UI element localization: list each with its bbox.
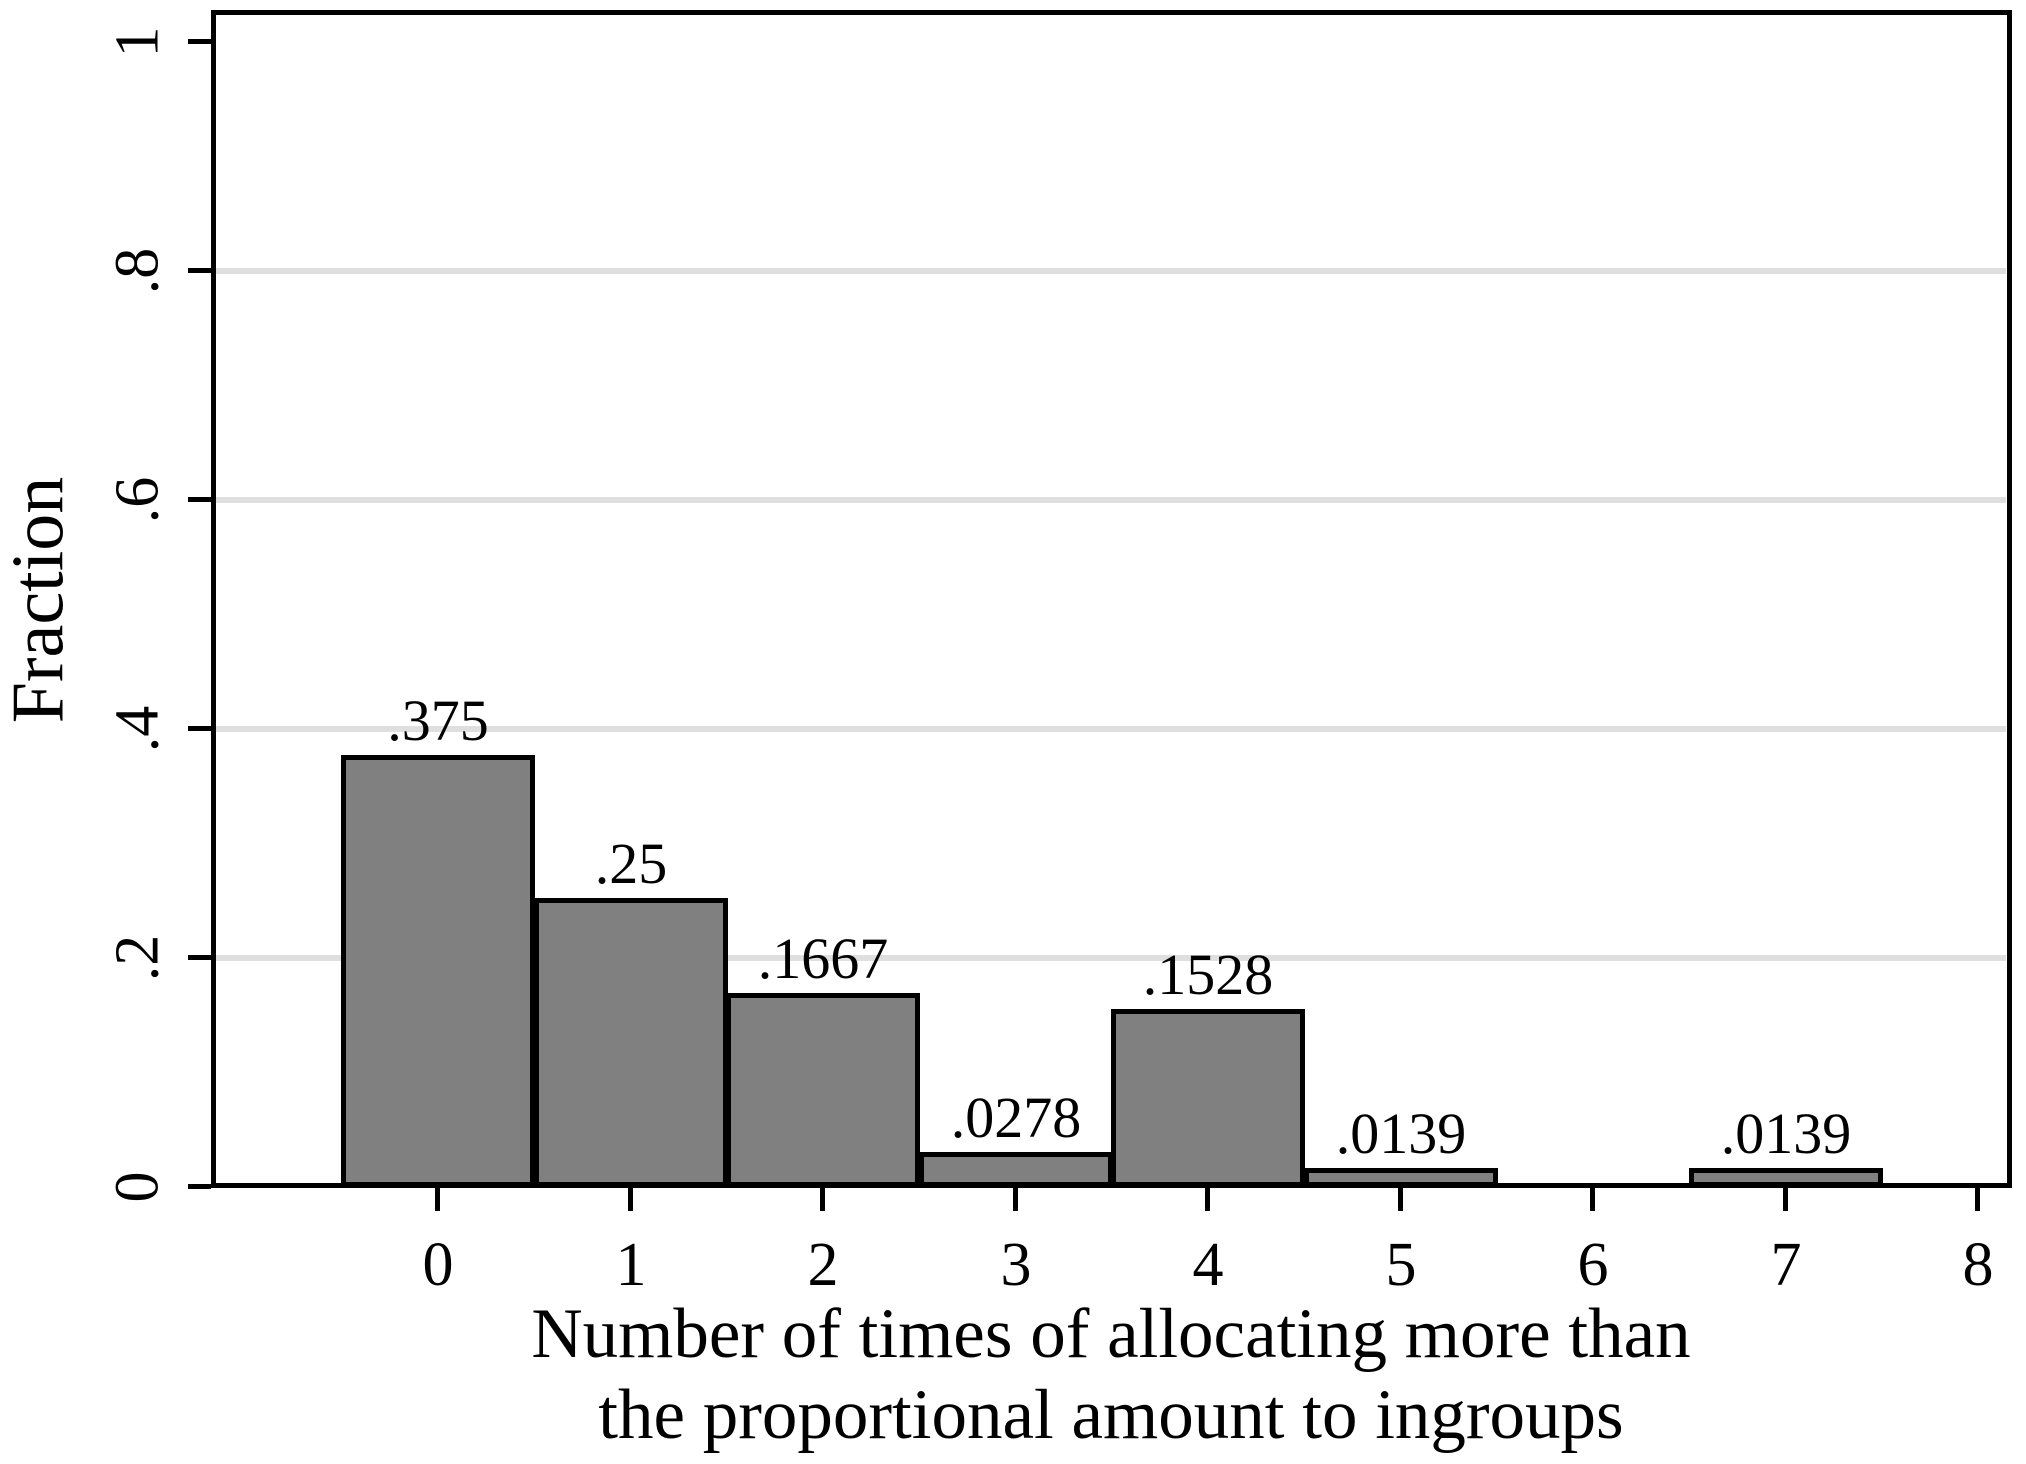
bar-value-label: .0139 <box>1335 1101 1467 1166</box>
bar-1 <box>534 898 728 1187</box>
bar-4 <box>1111 1009 1305 1187</box>
y-tick <box>188 1184 211 1189</box>
bar-value-label: .1528 <box>1142 942 1274 1007</box>
y-tick-label-text: .2 <box>103 934 171 982</box>
bar-3 <box>919 1152 1113 1187</box>
y-tick-label: .8 <box>57 191 217 351</box>
y-tick-label-text: .4 <box>103 705 171 753</box>
bar-value-label: .0278 <box>950 1085 1082 1150</box>
y-tick-label: 1 <box>57 0 217 122</box>
x-tick-label: 0 <box>422 1231 454 1299</box>
x-axis-title: Number of times of allocating more than … <box>311 1294 1911 1456</box>
y-tick-label-text: 0 <box>103 1171 171 1203</box>
x-tick-label: 4 <box>1192 1231 1224 1299</box>
y-tick-label: .6 <box>57 420 217 580</box>
x-tick <box>1975 1188 1980 1211</box>
x-tick <box>435 1188 440 1211</box>
x-tick <box>1783 1188 1788 1211</box>
x-tick <box>820 1188 825 1211</box>
x-tick-label: 2 <box>807 1231 839 1299</box>
x-tick-label: 1 <box>615 1231 647 1299</box>
gridline <box>216 268 2006 274</box>
bar-7 <box>1689 1168 1883 1187</box>
x-tick-label: 5 <box>1385 1231 1417 1299</box>
y-tick <box>188 726 211 731</box>
x-axis-title-line2: the proportional amount to ingroups <box>598 1376 1624 1454</box>
gridline <box>216 726 2006 732</box>
y-tick <box>188 955 211 960</box>
bar-0 <box>341 755 535 1187</box>
gridline <box>216 497 2006 503</box>
x-tick <box>1205 1188 1210 1211</box>
x-tick-label: 6 <box>1577 1231 1609 1299</box>
x-tick <box>1013 1188 1018 1211</box>
y-tick-label-text: .8 <box>103 247 171 295</box>
y-tick-label-text: 1 <box>103 26 171 58</box>
x-tick-label: 7 <box>1770 1231 1802 1299</box>
y-tick <box>188 268 211 273</box>
x-tick <box>1590 1188 1595 1211</box>
y-tick-label: .2 <box>57 878 217 1038</box>
bar-5 <box>1304 1168 1498 1187</box>
y-tick-label: 0 <box>57 1107 217 1267</box>
y-tick <box>188 497 211 502</box>
bar-value-label: .375 <box>387 688 489 753</box>
y-tick-label-text: .6 <box>103 476 171 524</box>
x-tick <box>628 1188 633 1211</box>
bar-value-label: .0139 <box>1720 1101 1852 1166</box>
gridline <box>216 955 2006 961</box>
x-tick-label: 8 <box>1962 1231 1994 1299</box>
x-tick-label: 3 <box>1000 1231 1032 1299</box>
bar-value-label: .1667 <box>757 926 889 991</box>
x-axis-title-line1: Number of times of allocating more than <box>531 1295 1691 1373</box>
bar-value-label: .25 <box>594 831 668 896</box>
x-tick <box>1398 1188 1403 1211</box>
y-tick <box>188 39 211 44</box>
y-tick-label: .4 <box>57 649 217 809</box>
